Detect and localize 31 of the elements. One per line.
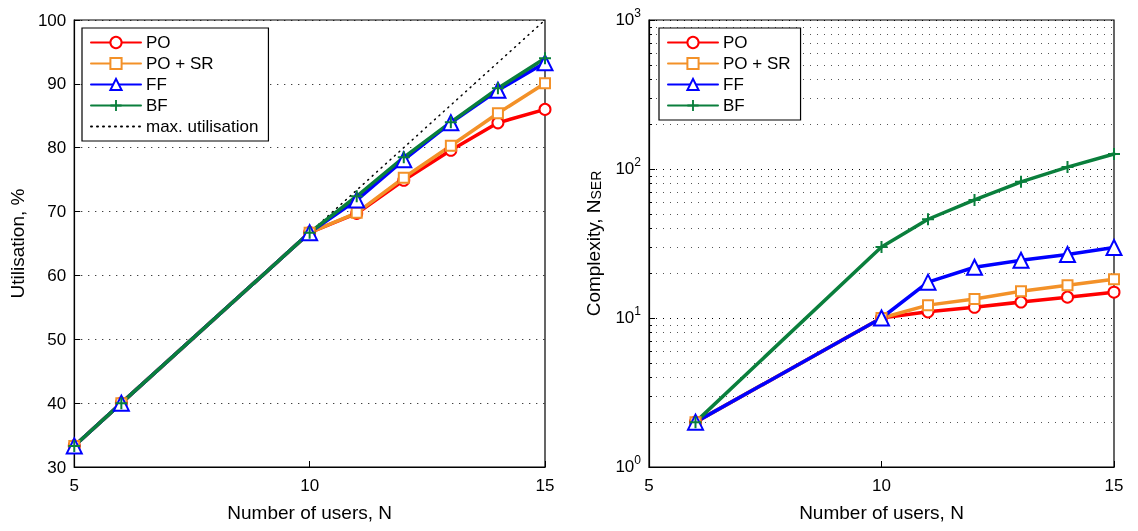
y-axis-title: Complexity, NSER [583,170,604,317]
legend-label: PO [723,33,748,52]
legend-label: FF [723,75,744,94]
legend-label: BF [146,96,168,115]
y-tick-label: 40 [47,393,67,413]
y-tick-label: 10$^{2}$ [615,155,641,180]
legend-label: PO + SR [723,54,791,73]
legend-label: PO [146,33,171,52]
legend-label: FF [146,75,167,94]
y-tick-label: 10$^{0}$ [615,453,641,478]
y-tick-label: 70 [47,202,67,222]
y-tick-label: 80 [47,138,67,158]
y-tick-label: 30 [47,457,67,477]
x-axis-title: Number of users, N [799,502,964,523]
legend-label: BF [723,96,745,115]
x-axis-title: Number of users, N [227,502,392,523]
y-tick-label: 100 [37,10,67,30]
x-tick-label: 15 [1104,476,1124,495]
y-tick-label: 10$^{1}$ [615,304,641,329]
y-axis-title: Utilisation, % [7,188,28,299]
y-tick-label: 10$^{3}$ [615,6,641,31]
legend-label: PO + SR [146,54,214,73]
x-tick-label: 5 [644,476,654,495]
y-tick-label: 90 [47,74,67,94]
x-tick-label: 10 [300,476,320,495]
x-tick-label: 15 [535,476,555,495]
x-tick-label: 5 [69,476,79,495]
y-tick-label: 50 [47,329,67,349]
legend-label: max. utilisation [146,117,259,136]
x-tick-label: 10 [872,476,891,495]
y-tick-label: 60 [47,265,67,285]
